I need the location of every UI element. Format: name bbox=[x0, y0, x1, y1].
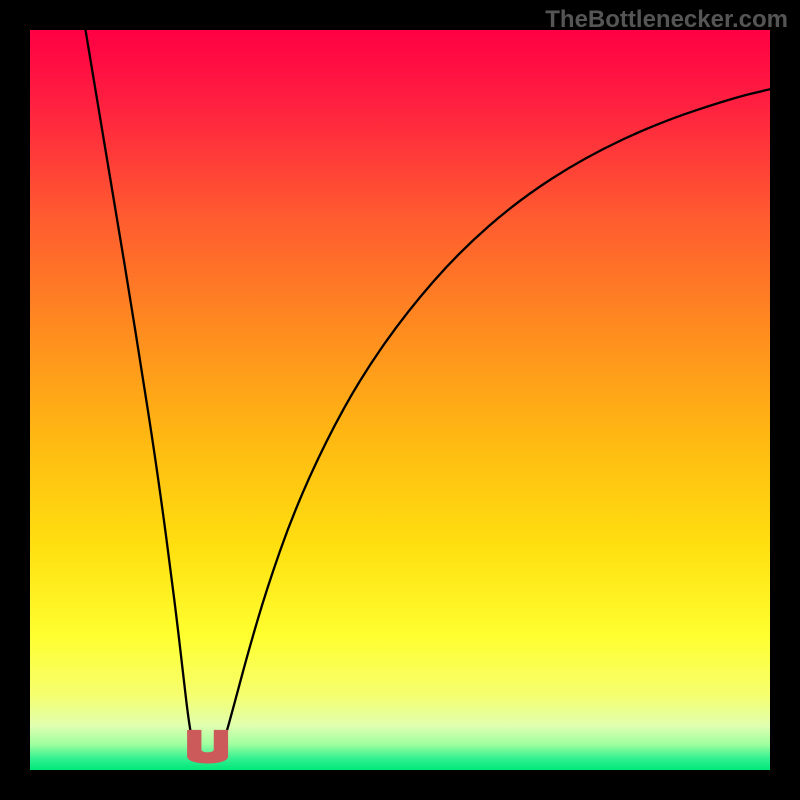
plot-area bbox=[30, 30, 770, 770]
plot-svg bbox=[30, 30, 770, 770]
chart-container: TheBottlenecker.com bbox=[0, 0, 800, 800]
gradient-background bbox=[30, 30, 770, 770]
watermark-label: TheBottlenecker.com bbox=[545, 6, 788, 34]
